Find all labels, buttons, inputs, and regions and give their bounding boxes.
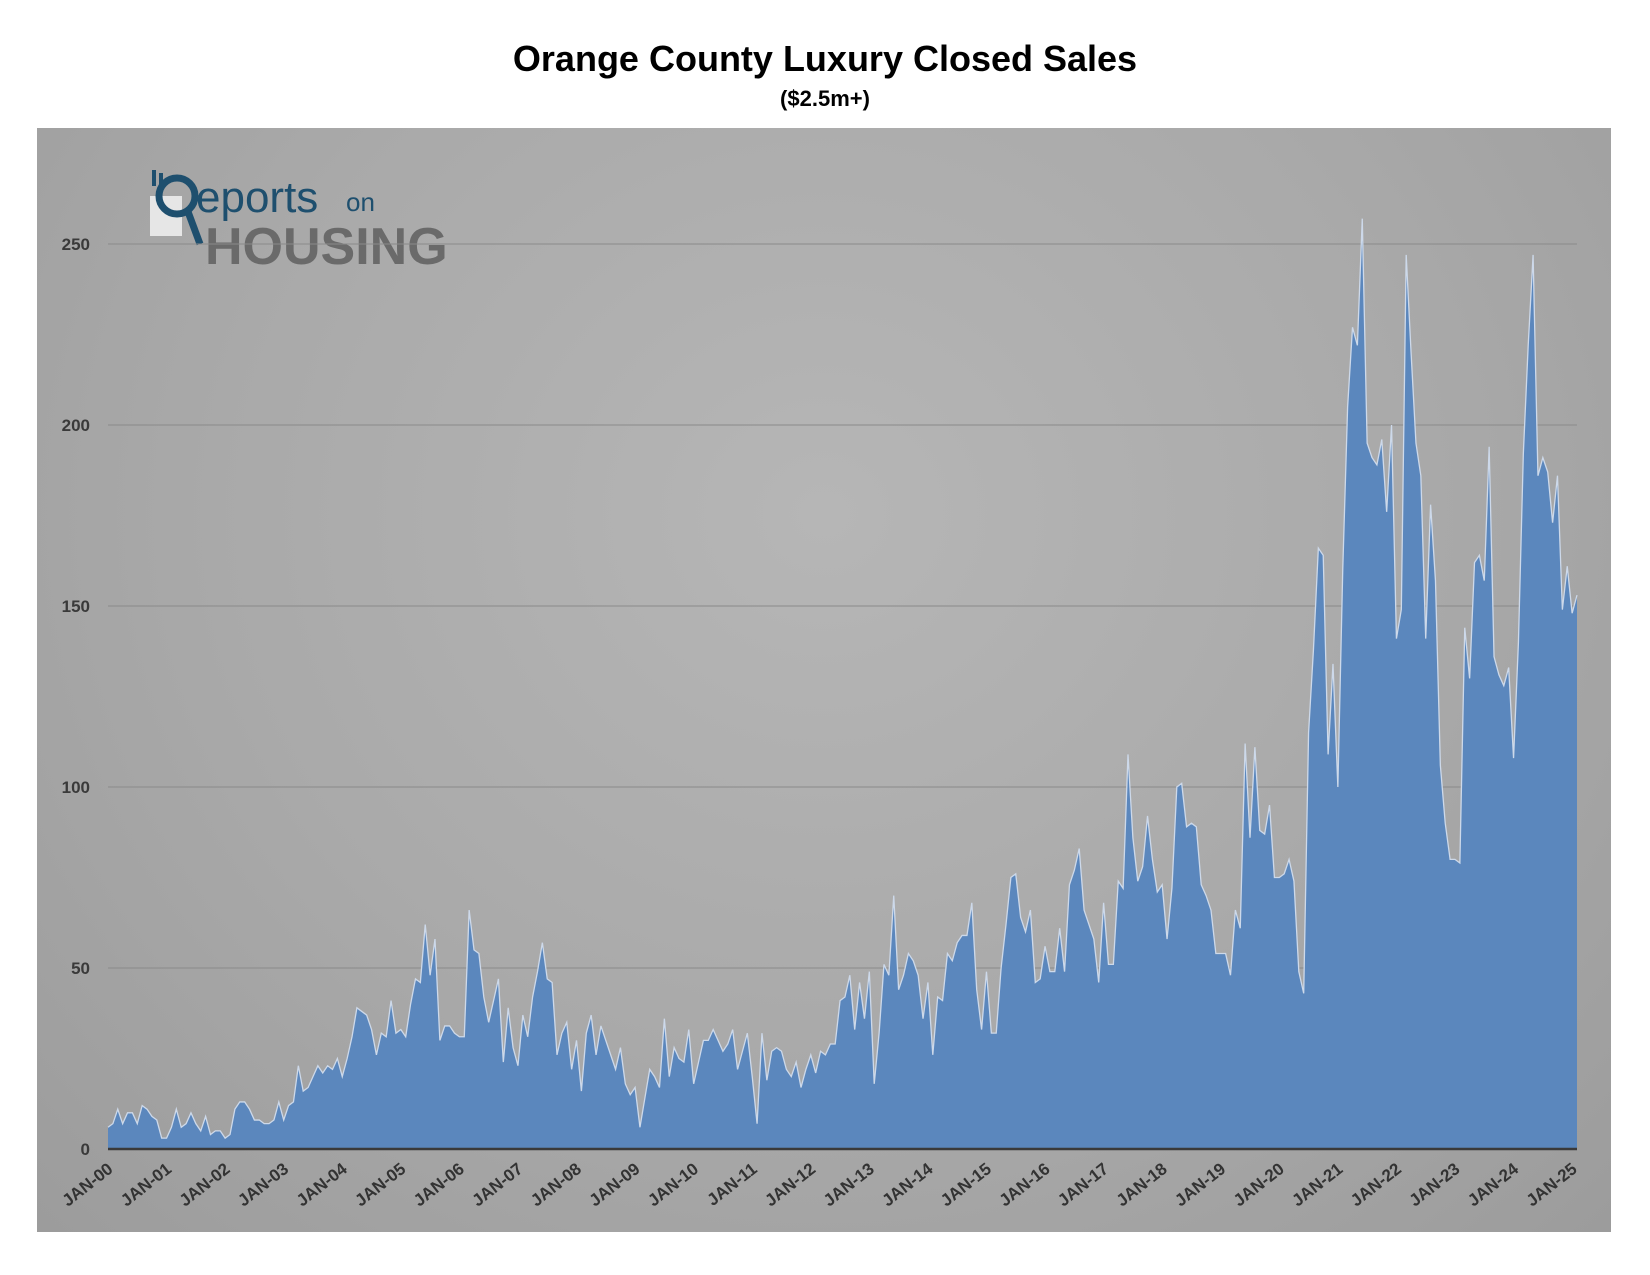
x-tick-label: JAN-19: [1171, 1159, 1229, 1210]
series-line: [107, 218, 1578, 1140]
y-tick-label: 50: [71, 959, 90, 978]
x-tick-label: JAN-11: [704, 1159, 761, 1209]
logo-bar-2: [159, 173, 163, 186]
x-axis: JAN-00 JAN-01 JAN-02 JAN-03 JAN-04 JAN-05 JAN-…: [59, 1159, 1581, 1210]
x-tick-label: JAN-07: [469, 1159, 527, 1210]
logo-bar-1: [152, 170, 156, 186]
x-tick-label: JAN-25: [1523, 1159, 1581, 1210]
x-tick-label: JAN-05: [351, 1159, 409, 1210]
x-tick-label: JAN-16: [996, 1159, 1054, 1210]
series-area: [107, 218, 1578, 1151]
x-tick-label: JAN-17: [1054, 1159, 1112, 1210]
x-tick-label: JAN-23: [1406, 1159, 1464, 1210]
x-tick-label: JAN-20: [1230, 1159, 1288, 1210]
reports-on-housing-logo: eports on HOUSING: [150, 170, 448, 276]
logo-word-housing: HOUSING: [205, 218, 448, 276]
y-tick-label: 200: [62, 416, 90, 435]
x-tick-label: JAN-10: [644, 1159, 702, 1210]
x-tick-label: JAN-04: [293, 1159, 351, 1210]
x-tick-label: JAN-22: [1347, 1159, 1405, 1210]
y-tick-label: 150: [62, 597, 90, 616]
x-tick-label: JAN-12: [761, 1159, 819, 1210]
y-axis: 0 50 100 150 200 250: [62, 235, 90, 1159]
chart-subtitle: ($2.5m+): [780, 86, 870, 111]
chart-title: Orange County Luxury Closed Sales: [512, 38, 1138, 79]
x-tick-label: JAN-03: [234, 1159, 292, 1210]
y-tick-label: 100: [62, 778, 90, 797]
x-tick-label: JAN-13: [820, 1159, 878, 1210]
x-tick-label: JAN-06: [410, 1159, 468, 1210]
x-tick-label: JAN-24: [1464, 1159, 1522, 1210]
y-tick-label: 250: [62, 235, 90, 254]
x-tick-label: JAN-09: [586, 1159, 644, 1210]
area-fill: [108, 218, 1577, 1149]
logo-word-on: on: [346, 187, 375, 217]
x-tick-label: JAN-01: [117, 1159, 175, 1210]
x-tick-label: JAN-02: [176, 1159, 234, 1210]
x-tick-label: JAN-08: [527, 1159, 585, 1210]
y-tick-label: 0: [81, 1140, 90, 1159]
x-tick-label: JAN-14: [878, 1159, 936, 1210]
x-tick-label: JAN-00: [59, 1159, 117, 1210]
x-tick-label: JAN-21: [1288, 1159, 1346, 1210]
x-tick-label: JAN-15: [937, 1159, 995, 1210]
magnifier-icon: [155, 174, 199, 218]
x-tick-label: JAN-18: [1113, 1159, 1171, 1210]
magnifier-handle: [183, 207, 204, 246]
logo-word-eports: eports: [196, 173, 318, 222]
